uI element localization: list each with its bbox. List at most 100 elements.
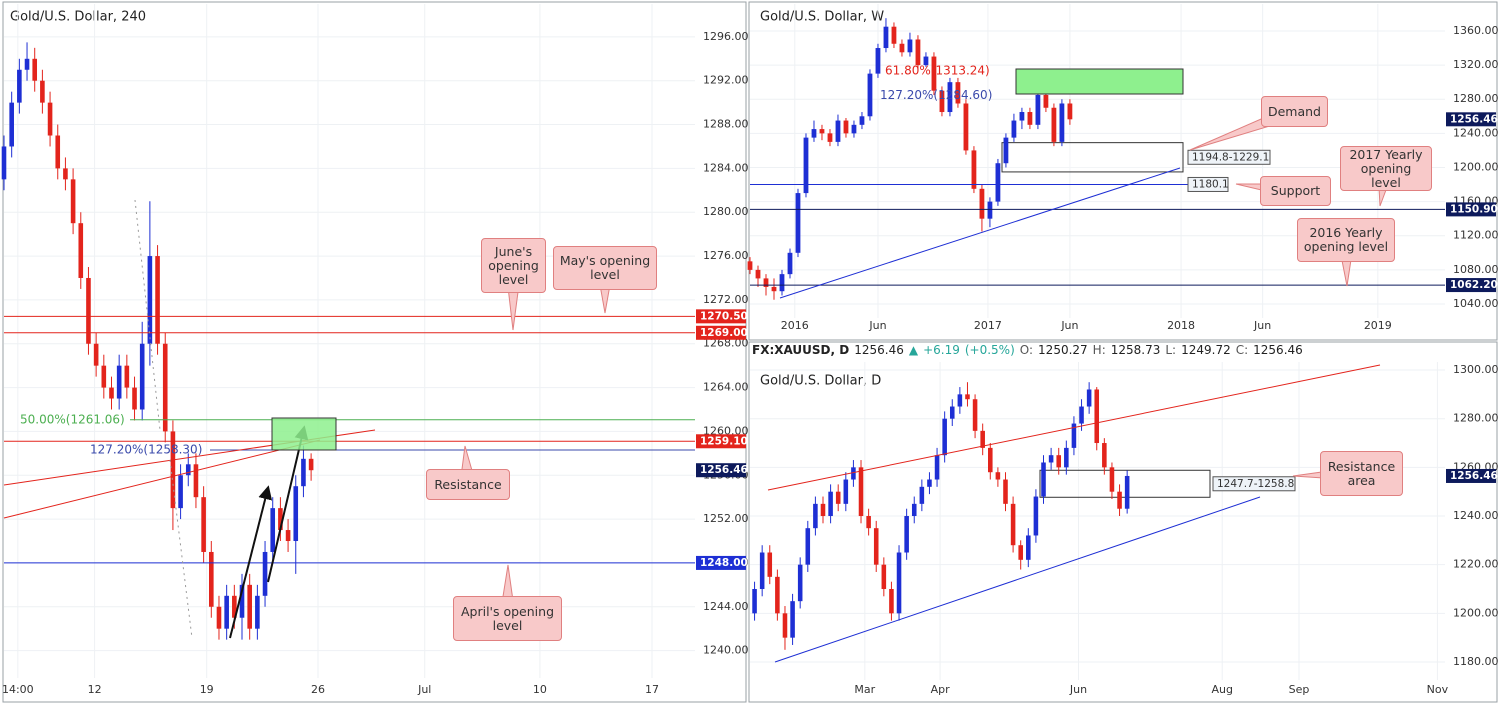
candle-body bbox=[1033, 496, 1039, 536]
candle-body bbox=[170, 431, 176, 509]
candle-body bbox=[47, 102, 53, 136]
candle-body bbox=[752, 589, 757, 614]
callout: Resistance area bbox=[1320, 451, 1403, 496]
level-label: 127.20%(1258.30) bbox=[90, 443, 202, 457]
callout: June's opening level bbox=[481, 238, 546, 293]
candle-body bbox=[828, 491, 833, 517]
candle-body bbox=[116, 365, 122, 399]
candle-body bbox=[1003, 479, 1008, 504]
y-tick-label: 1240.00 bbox=[1453, 509, 1499, 522]
x-tick-label: Aug bbox=[1211, 683, 1232, 696]
level-label: 1180.1 bbox=[1192, 178, 1229, 190]
green-zone bbox=[271, 417, 337, 451]
level-tag-label: 1150.90 bbox=[1450, 203, 1498, 215]
x-tick-label: 14:00 bbox=[2, 683, 34, 696]
candle-body bbox=[881, 564, 887, 590]
candle-body bbox=[875, 48, 881, 74]
info-item: (+0.5%) bbox=[964, 343, 1015, 357]
candle-body bbox=[1051, 107, 1057, 142]
x-tick-label: Nov bbox=[1427, 683, 1449, 696]
x-tick-label: Sep bbox=[1289, 683, 1310, 696]
callout: Demand bbox=[1261, 96, 1328, 127]
y-tick-label: 1272.00 bbox=[703, 293, 749, 306]
x-tick-label: Apr bbox=[931, 683, 951, 696]
candle-body bbox=[835, 120, 841, 142]
candle-body bbox=[873, 528, 879, 565]
info-item: O: bbox=[1019, 343, 1034, 357]
candle-body bbox=[851, 467, 856, 480]
candle-body bbox=[820, 503, 826, 517]
candle-body bbox=[889, 589, 894, 614]
candle-body bbox=[1064, 447, 1069, 468]
candle-body bbox=[843, 479, 849, 504]
x-tick-label: 17 bbox=[645, 683, 659, 696]
candle-body bbox=[819, 129, 825, 134]
x-tick-label: 2019 bbox=[1364, 319, 1392, 332]
candle-body bbox=[843, 120, 849, 134]
y-tick-label: 1240.00 bbox=[703, 644, 749, 657]
candle-body bbox=[949, 406, 955, 419]
info-item: FX:XAUUSD, D bbox=[752, 343, 850, 357]
y-tick-label: 1280.00 bbox=[1453, 412, 1499, 425]
last-price-label: 1256.46 bbox=[700, 464, 748, 476]
info-item: 1256.46 bbox=[854, 343, 904, 357]
candle-body bbox=[995, 472, 1001, 480]
chart-title: Gold/U.S. Dollar, D bbox=[760, 374, 881, 389]
candle-body bbox=[216, 606, 222, 629]
candle-body bbox=[972, 399, 978, 431]
candle-body bbox=[988, 447, 993, 473]
candle-body bbox=[883, 26, 889, 49]
candle-body bbox=[232, 595, 237, 618]
y-tick-label: 1280.00 bbox=[1453, 92, 1499, 105]
candle-body bbox=[911, 503, 917, 517]
candle-body bbox=[55, 135, 61, 169]
x-tick-label: Jun bbox=[868, 319, 886, 332]
x-tick-label: 19 bbox=[200, 683, 214, 696]
candle-body bbox=[971, 150, 977, 189]
candle-body bbox=[931, 56, 937, 91]
candle-body bbox=[239, 584, 245, 618]
candle-body bbox=[1041, 462, 1046, 497]
arrow bbox=[229, 485, 273, 639]
level-tag-label: 1270.50 bbox=[700, 310, 748, 322]
candle-body bbox=[1035, 94, 1041, 125]
candle-body bbox=[965, 394, 970, 400]
candle-body bbox=[1079, 406, 1084, 424]
level-tag bbox=[696, 434, 746, 449]
info-item: 1250.27 bbox=[1038, 343, 1088, 357]
candle-body bbox=[147, 256, 153, 344]
projection-line bbox=[134, 199, 161, 431]
last-price-label: 1256.46 bbox=[1450, 470, 1498, 482]
candle-body bbox=[787, 252, 793, 275]
panel-frame bbox=[748, 341, 1498, 703]
x-tick-label: 12 bbox=[88, 683, 102, 696]
candle-body bbox=[1109, 467, 1115, 492]
trendline bbox=[3, 439, 321, 519]
candle-body bbox=[1010, 503, 1016, 546]
candle-body bbox=[132, 387, 137, 410]
zone-label: 1247.7-1258.8 bbox=[1217, 478, 1294, 490]
candle-body bbox=[866, 516, 871, 529]
candle-body bbox=[763, 278, 769, 287]
candle-body bbox=[40, 80, 45, 103]
candle-body bbox=[1043, 94, 1049, 108]
candle-body bbox=[891, 26, 897, 44]
candle-body bbox=[93, 343, 99, 366]
candle-body bbox=[17, 69, 22, 103]
candle-body bbox=[747, 261, 753, 270]
x-tick-label: 2017 bbox=[974, 319, 1002, 332]
candle-body bbox=[1117, 491, 1122, 509]
candle-body bbox=[101, 365, 107, 388]
candle-body bbox=[899, 43, 905, 53]
y-tick-label: 1200.00 bbox=[1453, 606, 1499, 619]
y-tick-label: 1200.00 bbox=[1453, 160, 1499, 173]
level-tag-label: 1259.10 bbox=[700, 435, 748, 447]
level-tag bbox=[1446, 202, 1496, 217]
y-tick-label: 1260.00 bbox=[703, 424, 749, 437]
candle-body bbox=[1048, 455, 1054, 463]
level-tag-label: 1269.00 bbox=[700, 327, 748, 339]
callout: April's opening level bbox=[453, 596, 562, 641]
candle-body bbox=[86, 277, 91, 344]
candle-body bbox=[63, 168, 68, 180]
candle-body bbox=[755, 269, 761, 279]
